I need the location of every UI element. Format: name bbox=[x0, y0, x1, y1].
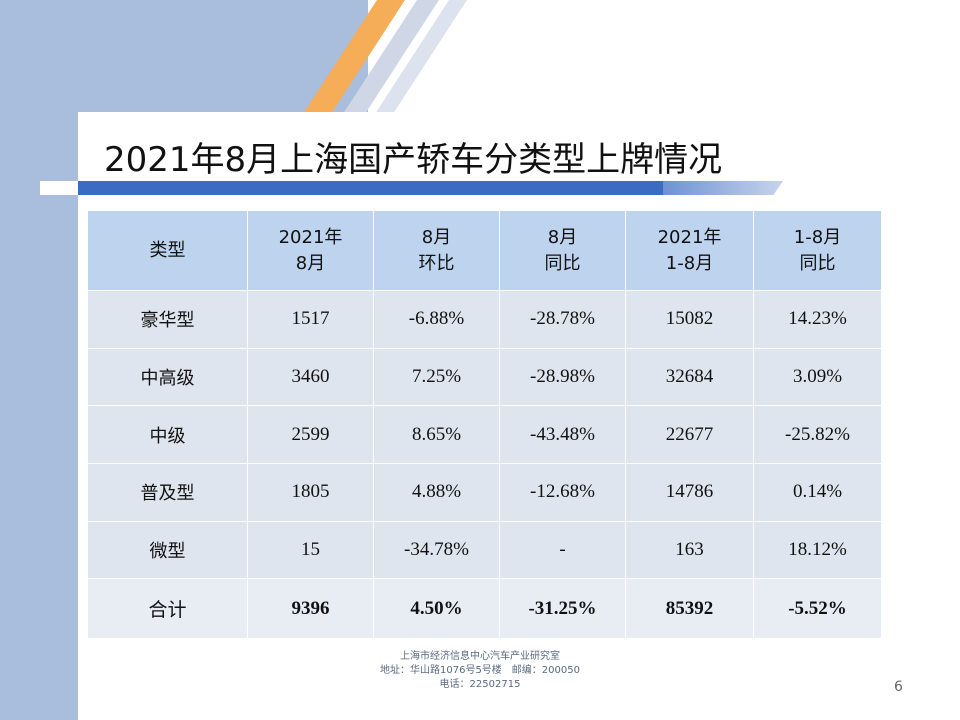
table-cell: 14786 bbox=[625, 462, 754, 522]
data-table: 类型 2021年 8月 8月 环比 8月 同比 2021年 1-8月 1-8月 同比 豪华… bbox=[87, 210, 882, 639]
slide-title: 2021年8月上海国产轿车分类型上牌情况 bbox=[104, 140, 723, 180]
total-cell: -31.25% bbox=[499, 578, 626, 639]
footer-phone: 电话：22502715 bbox=[439, 679, 521, 690]
total-cell: 85392 bbox=[625, 578, 754, 639]
table-cell: -6.88% bbox=[373, 290, 500, 349]
table-cell: 4.88% bbox=[373, 462, 500, 522]
table-row: 中级 2599 8.65% -43.48% 22677 -25.82% bbox=[87, 405, 882, 464]
table-cell: -28.98% bbox=[499, 347, 626, 407]
table-cell: 8.65% bbox=[373, 405, 500, 464]
table-header-row: 类型 2021年 8月 8月 环比 8月 同比 2021年 1-8月 1-8月 同比 bbox=[87, 210, 882, 291]
header-jan-aug-2021: 2021年 1-8月 bbox=[625, 210, 754, 291]
table-cell: -34.78% bbox=[373, 520, 500, 580]
table-cell: 1805 bbox=[247, 462, 374, 522]
table-cell: 3460 bbox=[247, 347, 374, 407]
footer-organization: 上海市经济信息中心汽车产业研究室 bbox=[400, 651, 560, 662]
row-label: 微型 bbox=[87, 520, 248, 580]
table-cell: -25.82% bbox=[753, 405, 882, 464]
table-cell: -43.48% bbox=[499, 405, 626, 464]
header-aug-yoy: 8月 同比 bbox=[499, 210, 626, 291]
title-underline-cut bbox=[40, 181, 90, 195]
table-cell: 32684 bbox=[625, 347, 754, 407]
total-cell: -5.52% bbox=[753, 578, 882, 639]
row-label: 豪华型 bbox=[87, 290, 248, 349]
total-cell: 9396 bbox=[247, 578, 374, 639]
table-cell: -12.68% bbox=[499, 462, 626, 522]
table-cell: -28.78% bbox=[499, 290, 626, 349]
background-left-band bbox=[0, 0, 78, 720]
table-row: 微型 15 -34.78% - 163 18.12% bbox=[87, 520, 882, 580]
header-aug-2021: 2021年 8月 bbox=[247, 210, 374, 291]
table-cell: 163 bbox=[625, 520, 754, 580]
table-cell: 7.25% bbox=[373, 347, 500, 407]
table-cell: 15 bbox=[247, 520, 374, 580]
table-row: 中高级 3460 7.25% -28.98% 32684 3.09% bbox=[87, 347, 882, 407]
table-total-row: 合计 9396 4.50% -31.25% 85392 -5.52% bbox=[87, 578, 882, 639]
table-row: 豪华型 1517 -6.88% -28.78% 15082 14.23% bbox=[87, 290, 882, 349]
table-cell: - bbox=[499, 520, 626, 580]
footer-contact: 上海市经济信息中心汽车产业研究室 地址：华山路1076号5号楼 邮编：20005… bbox=[330, 650, 630, 692]
row-label: 中级 bbox=[87, 405, 248, 464]
table-cell: 15082 bbox=[625, 290, 754, 349]
table-cell: 14.23% bbox=[753, 290, 882, 349]
page-number: 6 bbox=[894, 679, 903, 695]
table-cell: 1517 bbox=[247, 290, 374, 349]
table-cell: 18.12% bbox=[753, 520, 882, 580]
footer-address: 地址：华山路1076号5号楼 邮编：200050 bbox=[380, 665, 580, 676]
title-underline-bar bbox=[78, 181, 663, 195]
table-cell: 22677 bbox=[625, 405, 754, 464]
title-underline-fade bbox=[663, 181, 783, 195]
row-label: 中高级 bbox=[87, 347, 248, 407]
table-row: 普及型 1805 4.88% -12.68% 14786 0.14% bbox=[87, 462, 882, 522]
total-cell: 4.50% bbox=[373, 578, 500, 639]
row-label: 普及型 bbox=[87, 462, 248, 522]
header-type: 类型 bbox=[87, 210, 248, 291]
header-jan-aug-yoy: 1-8月 同比 bbox=[753, 210, 882, 291]
header-aug-mom: 8月 环比 bbox=[373, 210, 500, 291]
table-cell: 0.14% bbox=[753, 462, 882, 522]
table-cell: 3.09% bbox=[753, 347, 882, 407]
table-cell: 2599 bbox=[247, 405, 374, 464]
total-label: 合计 bbox=[87, 578, 248, 639]
